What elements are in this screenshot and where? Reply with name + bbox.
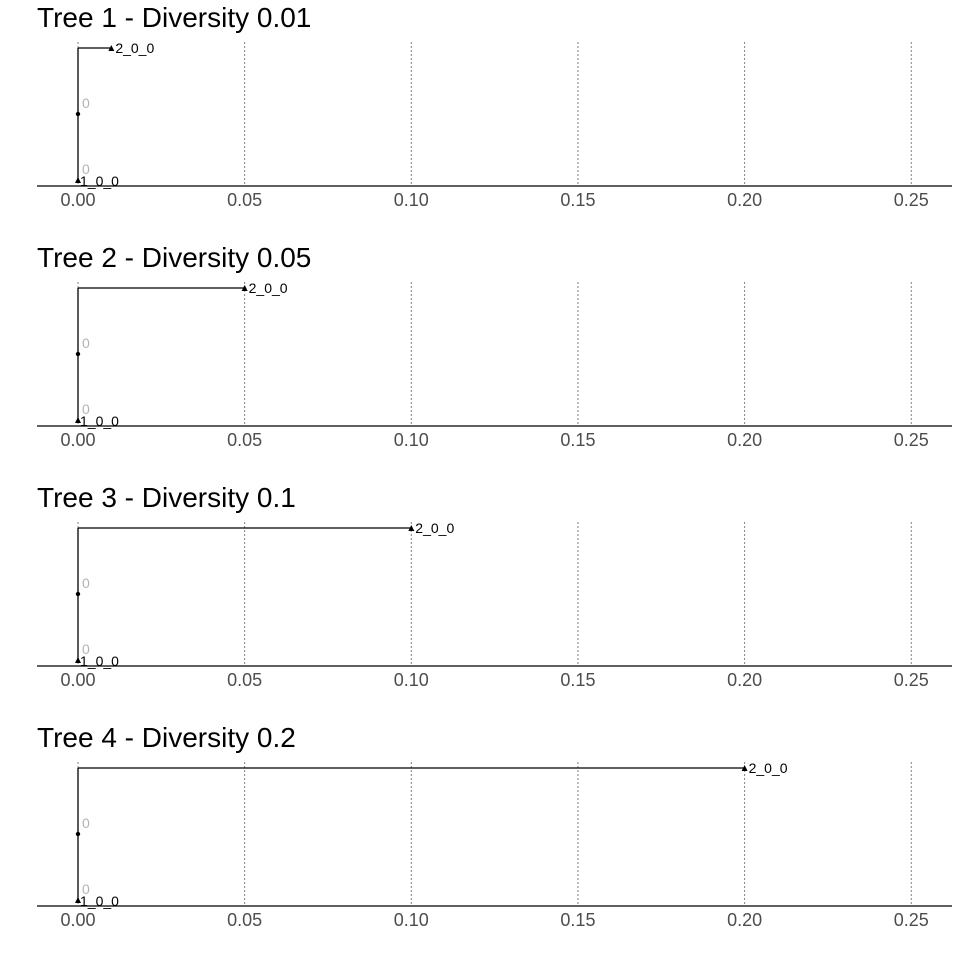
x-tick-label: 0.15 xyxy=(560,910,595,930)
tip-label: 1_0_0 xyxy=(80,413,119,429)
tip-point xyxy=(75,177,81,183)
x-tick-label: 0.05 xyxy=(227,670,262,690)
tip-label: 1_0_0 xyxy=(80,893,119,909)
tree-panel-2: Tree 2 - Diversity 0.05 0.00 0.05 0.10 0.15… xyxy=(0,240,960,480)
tip-label: 1_0_0 xyxy=(80,173,119,189)
tip-point xyxy=(75,897,81,903)
panel-title: Tree 3 - Diversity 0.1 xyxy=(37,482,296,513)
x-tick-label: 0.00 xyxy=(60,190,95,210)
x-tick-label: 0.25 xyxy=(894,190,929,210)
x-tick-label: 0.20 xyxy=(727,190,762,210)
x-tick-label: 0.10 xyxy=(394,430,429,450)
internal-node-point xyxy=(75,111,81,117)
tip-point xyxy=(75,657,81,663)
internal-node-label: 0 xyxy=(82,575,90,591)
x-tick-label: 0.20 xyxy=(727,910,762,930)
x-tick-label: 0.15 xyxy=(560,190,595,210)
tip-point xyxy=(241,285,248,291)
internal-node-point xyxy=(75,831,81,837)
x-tick-label: 0.25 xyxy=(894,430,929,450)
tree-plot: 0.00 0.05 0.10 0.15 0.20 0.25 0 0 2_0_0 1_0_0 xyxy=(37,280,952,450)
tip-label: 1_0_0 xyxy=(80,653,119,669)
x-tick-label: 0.05 xyxy=(227,190,262,210)
panel-title: Tree 4 - Diversity 0.2 xyxy=(37,722,296,753)
tree-panel-1: Tree 1 - Diversity 0.01 0.00 0.05 0.10 0.15… xyxy=(0,0,960,240)
x-tick-label: 0.15 xyxy=(560,670,595,690)
x-tick-label: 0.05 xyxy=(227,910,262,930)
x-tick-label: 0.20 xyxy=(727,430,762,450)
tip-point xyxy=(75,417,81,423)
tip-label: 2_0_0 xyxy=(415,520,454,536)
x-tick-label: 0.00 xyxy=(60,430,95,450)
tree-panel-4: Tree 4 - Diversity 0.2 0.00 0.05 0.10 0.15 0… xyxy=(0,720,960,960)
tip-node-label: 0 xyxy=(82,641,90,657)
x-tick-label: 0.20 xyxy=(727,670,762,690)
tip-node-label: 0 xyxy=(82,161,90,177)
x-tick-label: 0.15 xyxy=(560,430,595,450)
x-tick-label: 0.10 xyxy=(394,910,429,930)
panel-title: Tree 2 - Diversity 0.05 xyxy=(37,242,312,273)
tip-label: 2_0_0 xyxy=(749,760,788,776)
x-tick-label: 0.25 xyxy=(894,910,929,930)
x-tick-label: 0.00 xyxy=(60,910,95,930)
internal-node-label: 0 xyxy=(82,95,90,111)
tip-label: 2_0_0 xyxy=(249,280,288,296)
tip-node-label: 0 xyxy=(82,881,90,897)
tip-node-label: 0 xyxy=(82,401,90,417)
tip-point xyxy=(408,525,415,531)
internal-node-label: 0 xyxy=(82,335,90,351)
tree-plot: 0.00 0.05 0.10 0.15 0.20 0.25 0 0 2_0_0 1_0_0 xyxy=(37,40,952,210)
tip-point xyxy=(108,45,115,51)
internal-node-label: 0 xyxy=(82,815,90,831)
x-tick-label: 0.25 xyxy=(894,670,929,690)
tip-point xyxy=(741,765,748,771)
internal-node-point xyxy=(75,351,81,357)
panel-title: Tree 1 - Diversity 0.01 xyxy=(37,2,312,33)
tree-plot: 0.00 0.05 0.10 0.15 0.20 0.25 0 0 2_0_0 1_0_0 xyxy=(37,760,952,930)
tree-plot: 0.00 0.05 0.10 0.15 0.20 0.25 0 0 2_0_0 1_0_0 xyxy=(37,520,952,690)
x-tick-label: 0.10 xyxy=(394,190,429,210)
tip-label: 2_0_0 xyxy=(115,40,154,56)
x-tick-label: 0.05 xyxy=(227,430,262,450)
tree-panel-3: Tree 3 - Diversity 0.1 0.00 0.05 0.10 0.15 0… xyxy=(0,480,960,720)
internal-node-point xyxy=(75,591,81,597)
x-tick-label: 0.00 xyxy=(60,670,95,690)
x-tick-label: 0.10 xyxy=(394,670,429,690)
